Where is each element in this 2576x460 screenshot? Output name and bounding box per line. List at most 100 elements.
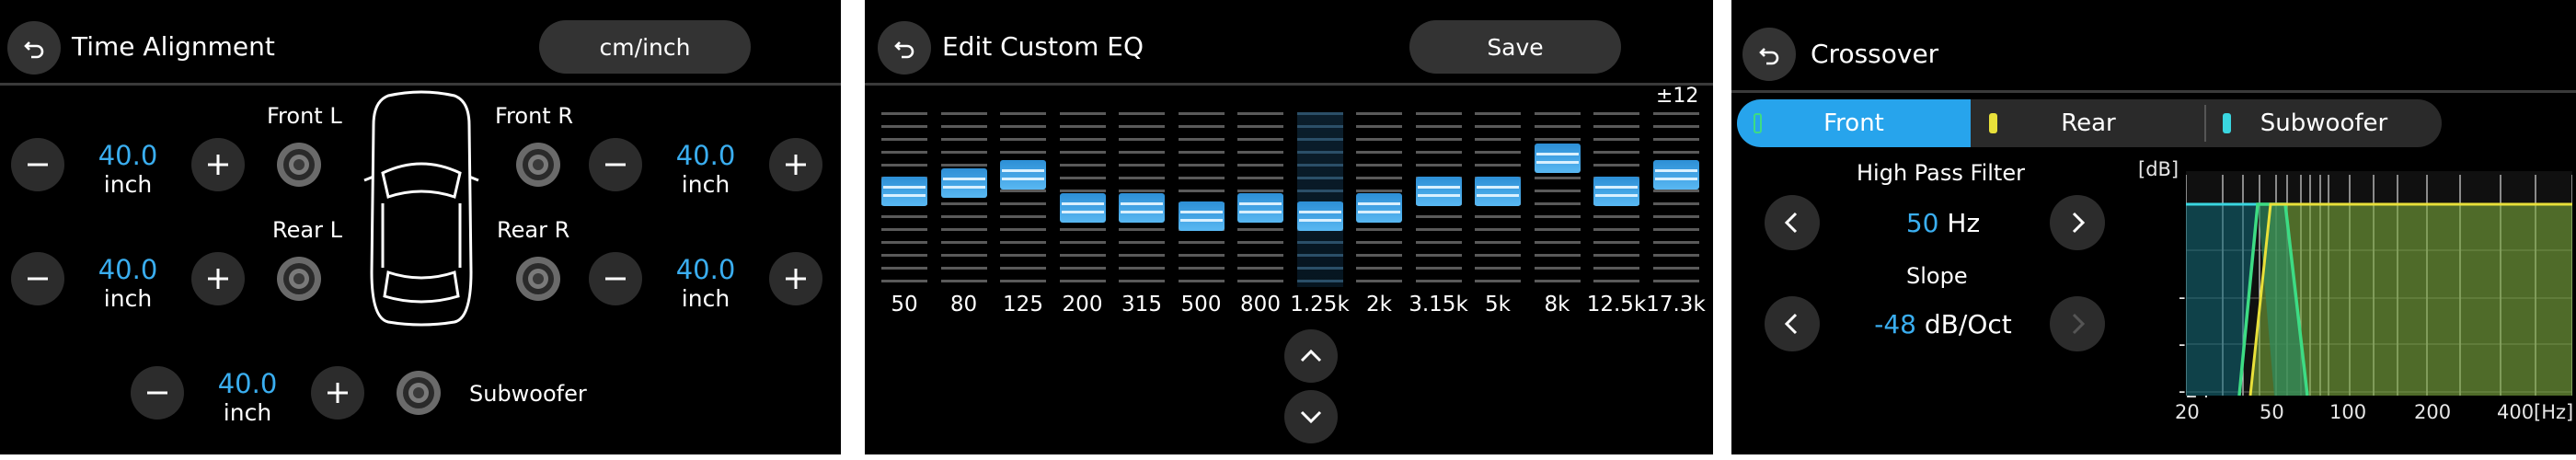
scroll-down-button[interactable] — [1284, 390, 1338, 443]
eq-scale-line — [1119, 151, 1165, 154]
eq-knob[interactable] — [1534, 144, 1581, 173]
eq-slider-17.3k[interactable] — [1652, 112, 1699, 287]
eq-knob[interactable] — [940, 168, 987, 198]
eq-scale-line — [1178, 267, 1225, 270]
eq-scale-line — [1593, 241, 1639, 244]
eq-knob[interactable] — [1119, 193, 1165, 223]
subwoofer-value: 40.0 — [217, 368, 278, 399]
eq-scale-line — [1178, 138, 1225, 141]
rear-r-unit: inch — [681, 285, 730, 312]
eq-scale-line — [1356, 125, 1402, 128]
eq-knob[interactable] — [1178, 201, 1225, 231]
eq-slider-500[interactable] — [1178, 112, 1225, 287]
tab-rear[interactable]: Rear — [1972, 99, 2204, 147]
eq-scale-line — [1652, 267, 1699, 270]
eq-scale-line — [1178, 241, 1225, 244]
rear-r-increase-button[interactable] — [769, 252, 822, 305]
eq-scale-line — [1178, 254, 1225, 257]
eq-slider-200[interactable] — [1059, 112, 1106, 287]
rear-l-increase-button[interactable] — [191, 252, 245, 305]
save-button[interactable]: Save — [1409, 20, 1621, 74]
tab-front[interactable]: Front — [1737, 99, 1971, 147]
unit-toggle-button[interactable]: cm/inch — [539, 20, 751, 74]
eq-scale-line — [940, 151, 987, 154]
eq-slider-5k[interactable] — [1475, 112, 1521, 287]
eq-scale-line — [1593, 138, 1639, 141]
eq-scale-line — [1237, 138, 1283, 141]
eq-scale-line — [881, 138, 927, 141]
filter-prev-button[interactable] — [1765, 195, 1820, 250]
filter-name: High Pass Filter — [1857, 160, 2025, 186]
eq-scale-line — [1059, 267, 1106, 270]
eq-slider-12.5k[interactable] — [1593, 112, 1639, 287]
front-r-increase-button[interactable] — [769, 138, 822, 191]
eq-scale-line — [1593, 112, 1639, 115]
front-r-decrease-button[interactable] — [589, 138, 642, 191]
eq-knob[interactable] — [1652, 160, 1699, 190]
graph-y-unit: [dB] — [2138, 158, 2179, 180]
eq-scale-line — [1356, 177, 1402, 179]
eq-knob[interactable] — [1000, 160, 1046, 190]
scroll-up-button[interactable] — [1284, 329, 1338, 383]
eq-scale-line — [881, 125, 927, 128]
slope-next-button[interactable] — [2050, 296, 2105, 351]
eq-scale-line — [1296, 177, 1343, 179]
eq-knob[interactable] — [1593, 177, 1639, 206]
eq-scale-line — [1237, 125, 1283, 128]
eq-slider-3.15k[interactable] — [1415, 112, 1462, 287]
tab-divider — [2204, 105, 2206, 142]
eq-scale-line — [1534, 241, 1581, 244]
eq-knob[interactable] — [1059, 193, 1106, 223]
eq-scale-line — [1296, 151, 1343, 154]
eq-slider-8k[interactable] — [1534, 112, 1581, 287]
eq-scale-line — [1534, 267, 1581, 270]
crossover-panel: Crossover Front Rear Subwoofer High Pass… — [1731, 0, 2576, 454]
rear-r-decrease-button[interactable] — [589, 252, 642, 305]
eq-scale-line — [1059, 164, 1106, 167]
eq-slider-1.25k[interactable] — [1296, 112, 1343, 287]
eq-knob[interactable] — [1356, 193, 1402, 223]
eq-scale-line — [1296, 164, 1343, 167]
eq-slider-2k[interactable] — [1356, 112, 1402, 287]
eq-knob[interactable] — [881, 177, 927, 206]
eq-scale-line — [1652, 228, 1699, 231]
eq-scale-line — [881, 151, 927, 154]
chevron-up-icon — [1300, 349, 1322, 362]
eq-scale-line — [1059, 112, 1106, 115]
front-l-increase-button[interactable] — [191, 138, 245, 191]
front-l-decrease-button[interactable] — [11, 138, 64, 191]
eq-scale-line — [1178, 164, 1225, 167]
filter-next-button[interactable] — [2050, 195, 2105, 250]
eq-scale-line — [1652, 151, 1699, 154]
eq-scale-line — [1593, 280, 1639, 282]
slope-prev-button[interactable] — [1765, 296, 1820, 351]
eq-knob[interactable] — [1237, 193, 1283, 223]
back-button[interactable] — [1742, 28, 1796, 81]
eq-band-label: 315 — [1121, 293, 1162, 316]
eq-scale-line — [1237, 177, 1283, 179]
eq-slider-125[interactable] — [1000, 112, 1046, 287]
eq-slider-50[interactable] — [881, 112, 927, 287]
eq-scale-line — [1119, 177, 1165, 179]
eq-scale-line — [1415, 267, 1462, 270]
eq-scale-line — [1652, 190, 1699, 192]
x-tick: 100 — [2329, 401, 2367, 423]
back-button[interactable] — [878, 21, 931, 75]
rear-l-decrease-button[interactable] — [11, 252, 64, 305]
x-tick: 50 — [2260, 401, 2284, 423]
plus-icon — [208, 155, 228, 175]
eq-slider-315[interactable] — [1119, 112, 1165, 287]
back-button[interactable] — [7, 21, 61, 75]
rear-l-unit: inch — [103, 285, 153, 312]
eq-scale-line — [881, 254, 927, 257]
eq-knob[interactable] — [1296, 201, 1343, 231]
eq-knob[interactable] — [1475, 177, 1521, 206]
tab-subwoofer[interactable]: Subwoofer — [2206, 99, 2442, 147]
x-tick: 400 — [2497, 401, 2535, 423]
eq-knob[interactable] — [1415, 177, 1462, 206]
eq-scale-line — [1652, 138, 1699, 141]
subwoofer-decrease-button[interactable] — [131, 366, 184, 420]
eq-slider-800[interactable] — [1237, 112, 1283, 287]
subwoofer-increase-button[interactable] — [311, 366, 364, 420]
eq-slider-80[interactable] — [940, 112, 987, 287]
